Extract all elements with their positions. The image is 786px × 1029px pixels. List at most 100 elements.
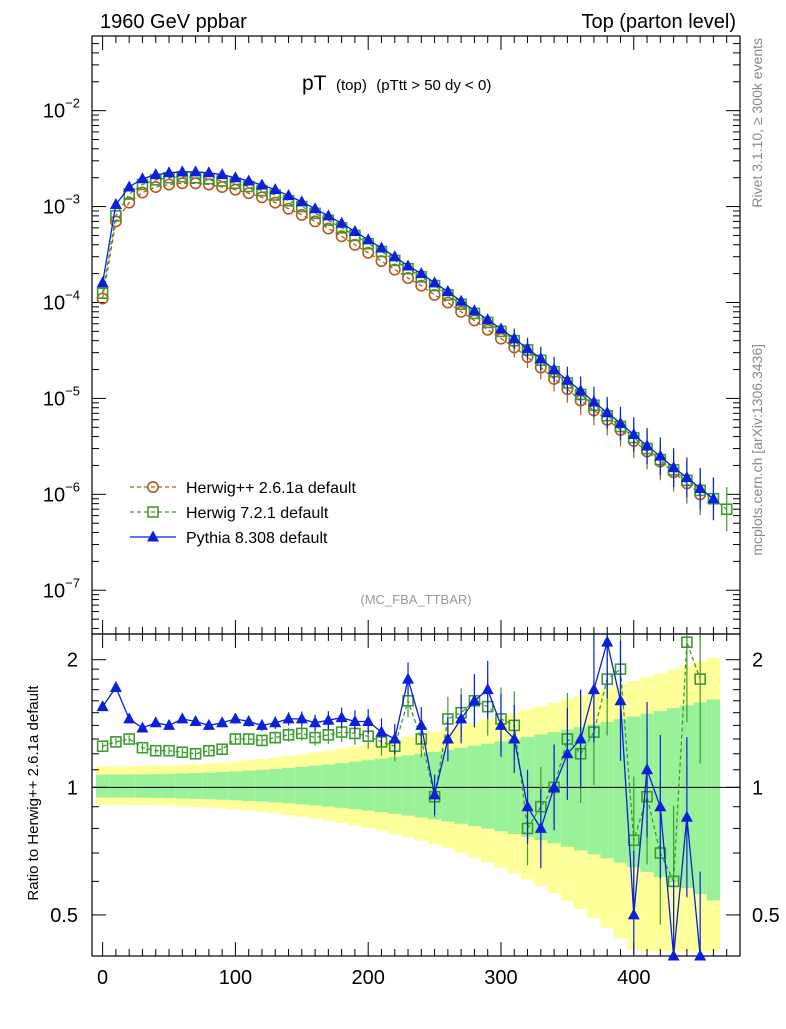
ratio-band-green: [255, 769, 269, 802]
ratio-data-point: [229, 733, 242, 745]
ratio-band-green: [135, 774, 150, 798]
main-data-point: [388, 250, 401, 262]
main-data-point: [415, 279, 428, 292]
ratio-ylabel: Ratio to Herwig++ 2.6.1a default: [25, 685, 42, 901]
ratio-frame: [91, 633, 741, 957]
ratio-band-green: [295, 766, 309, 805]
ratio-band-green: [321, 764, 335, 807]
ratio-series-line: [102, 641, 701, 882]
ratio-data-point: [255, 718, 268, 730]
ratio-band-green: [454, 747, 468, 824]
main-data-point: [96, 276, 109, 288]
main-ytick-mantissa: 10: [43, 101, 65, 123]
header-left-label: 1960 GeV ppbar: [100, 11, 247, 33]
ratio-data-point: [216, 716, 229, 728]
main-data-point: [614, 416, 627, 428]
legend-label: Herwig 7.2.1 default: [186, 505, 329, 522]
title-cut-text: (pTtt > 50 dy < 0): [376, 77, 491, 94]
ratio-data-point: [654, 800, 667, 812]
analysis-watermark: (MC_FBA_TTBAR): [360, 592, 471, 607]
ratio-data-point: [149, 716, 162, 728]
ratio-band-green: [693, 702, 707, 895]
ratio-band-green: [109, 774, 123, 798]
main-data-point: [229, 183, 242, 196]
main-data-point: [322, 222, 335, 235]
main-data-point: [242, 187, 255, 200]
main-plot-title: pT (top) (pTtt > 50 dy < 0): [302, 72, 491, 95]
main-data-point: [109, 198, 122, 210]
ratio-data-point: [282, 712, 295, 724]
ratio-data-point: [681, 636, 693, 648]
main-data-point: [269, 196, 282, 209]
ratio-data-point: [269, 731, 282, 744]
main-data-point: [428, 276, 441, 288]
ratio-data-point: [561, 747, 574, 759]
main-data-point: [295, 195, 308, 207]
main-data-point: [455, 294, 468, 306]
ratio-series-line: [102, 642, 701, 957]
main-data-point: [667, 461, 680, 473]
ratio-ytick-label-left: 0.5: [50, 905, 78, 927]
ratio-data-point: [109, 680, 122, 692]
main-data-point: [229, 171, 242, 183]
ratio-data-point: [680, 810, 693, 822]
main-ytick-label: 10−3: [43, 192, 80, 219]
ratio-data-point: [667, 949, 680, 961]
main-ytick-mantissa: 10: [43, 197, 65, 219]
ratio-data-point: [601, 635, 614, 647]
main-data-point: [468, 304, 481, 316]
legend-marker: [147, 530, 159, 542]
ratio-data-point: [256, 734, 268, 747]
ratio-band-green: [481, 743, 495, 829]
main-data-point: [481, 313, 494, 325]
ratio-data-point: [229, 712, 242, 724]
ratio-xtick-label: 0: [97, 967, 108, 989]
ratio-data-point: [455, 712, 468, 724]
main-data-point: [720, 503, 733, 515]
main-data-point: [176, 165, 189, 177]
main-data-point: [375, 255, 388, 268]
ratio-data-point: [348, 714, 361, 726]
ratio-data-point: [521, 800, 534, 812]
main-data-point: [348, 238, 361, 251]
ratio-data-point: [96, 740, 109, 753]
main-ytick-exponent: −3: [65, 192, 80, 207]
ratio-band-green: [401, 755, 415, 816]
main-data-point: [627, 428, 640, 440]
ratio-data-point: [123, 733, 135, 745]
main-data-point: [335, 230, 348, 243]
main-ytick-label: 10−2: [43, 96, 80, 123]
ratio-band-green: [308, 765, 322, 806]
main-data-point: [255, 178, 268, 190]
ratio-data-point: [123, 712, 136, 724]
ratio-data-point: [335, 711, 348, 723]
main-ytick-exponent: −7: [65, 575, 80, 590]
main-data-point: [362, 233, 375, 245]
main-panel: 10−210−310−410−510−610−7: [43, 35, 741, 635]
legend: Herwig++ 2.6.1a default Herwig 7.2.1 defa…: [130, 480, 356, 547]
main-data-point: [481, 323, 494, 336]
ratio-data-point: [149, 744, 162, 757]
main-data-point: [415, 267, 428, 279]
ratio-band-green: [374, 758, 389, 813]
main-data-point: [601, 406, 614, 418]
ratio-ytick-label-right: 2: [752, 650, 763, 672]
ratio-data-point: [441, 732, 454, 744]
ratio-band-green: [188, 773, 203, 799]
ratio-data-point: [189, 714, 202, 726]
ratio-band-green: [149, 774, 163, 798]
ratio-data-point: [176, 712, 189, 724]
main-data-point: [388, 263, 401, 276]
ratio-data-point: [494, 718, 507, 730]
main-data-point: [255, 191, 268, 204]
main-data-point: [402, 259, 415, 271]
ratio-data-point: [309, 716, 322, 728]
ratio-band-green: [122, 774, 136, 798]
ratio-band-green: [494, 741, 508, 832]
ratio-ytick-label-left: 1: [67, 777, 78, 799]
main-ytick-label: 10−7: [43, 575, 80, 602]
ratio-data-point: [548, 780, 561, 792]
ratio-band-green: [441, 749, 455, 822]
main-series-line: [101, 182, 701, 495]
